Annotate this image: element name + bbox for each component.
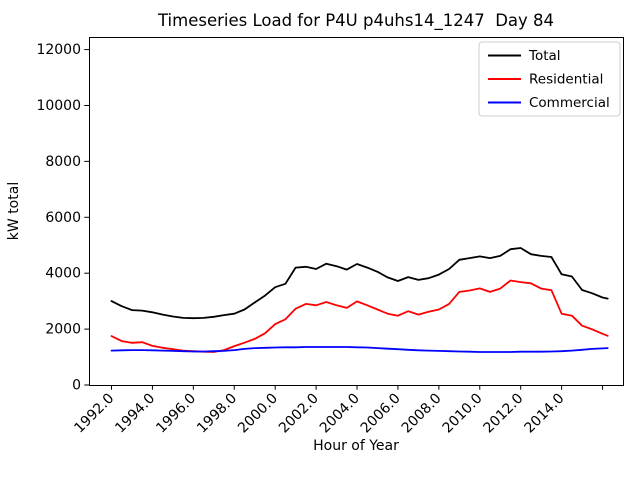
y-tick-label: 8000 (45, 154, 81, 170)
x-tick-label: 1994.0 (112, 391, 158, 437)
x-tick-label: 2010.0 (440, 391, 486, 437)
y-tick-label: 2000 (45, 322, 81, 338)
legend: Total Residential Commercial (478, 41, 621, 117)
y-axis-label: kW total (6, 182, 22, 240)
series-line-total (110, 247, 609, 320)
y-tick-label: 6000 (45, 210, 81, 226)
x-tick-label: 2004.0 (317, 391, 363, 437)
y-tick-label: 4000 (45, 266, 81, 282)
plot-border (89, 37, 624, 386)
legend-label-total: Total (528, 48, 561, 64)
x-tick-label: 1996.0 (153, 391, 199, 437)
x-tick-label: 2002.0 (276, 391, 322, 437)
x-tick-label: 2006.0 (358, 391, 404, 437)
x-tick-label: 2008.0 (399, 391, 445, 437)
x-tick-label: 1998.0 (194, 391, 240, 437)
chart-title: Timeseries Load for P4U p4uhs14_1247 Day… (157, 11, 554, 31)
y-tick-label: 10000 (36, 98, 81, 114)
y-axis-ticks: 0 2000 4000 6000 8000 10000 12000 (36, 42, 89, 394)
x-tick-label: 2000.0 (235, 391, 281, 437)
series-line-commercial (110, 346, 609, 353)
x-axis-label: Hour of Year (313, 438, 399, 454)
legend-label-residential: Residential (529, 72, 603, 88)
x-tick-label: 2014.0 (521, 391, 567, 437)
legend-box (478, 41, 621, 117)
y-tick-label: 12000 (36, 42, 81, 58)
legend-label-commercial: Commercial (529, 95, 610, 111)
y-tick-label: 0 (72, 378, 81, 394)
x-tick-label: 2012.0 (481, 391, 527, 437)
x-axis-ticks: 1992.01994.01996.01998.02000.02002.02004… (71, 385, 604, 437)
series-lines (110, 247, 609, 353)
x-tick-label: 1992.0 (71, 391, 117, 437)
